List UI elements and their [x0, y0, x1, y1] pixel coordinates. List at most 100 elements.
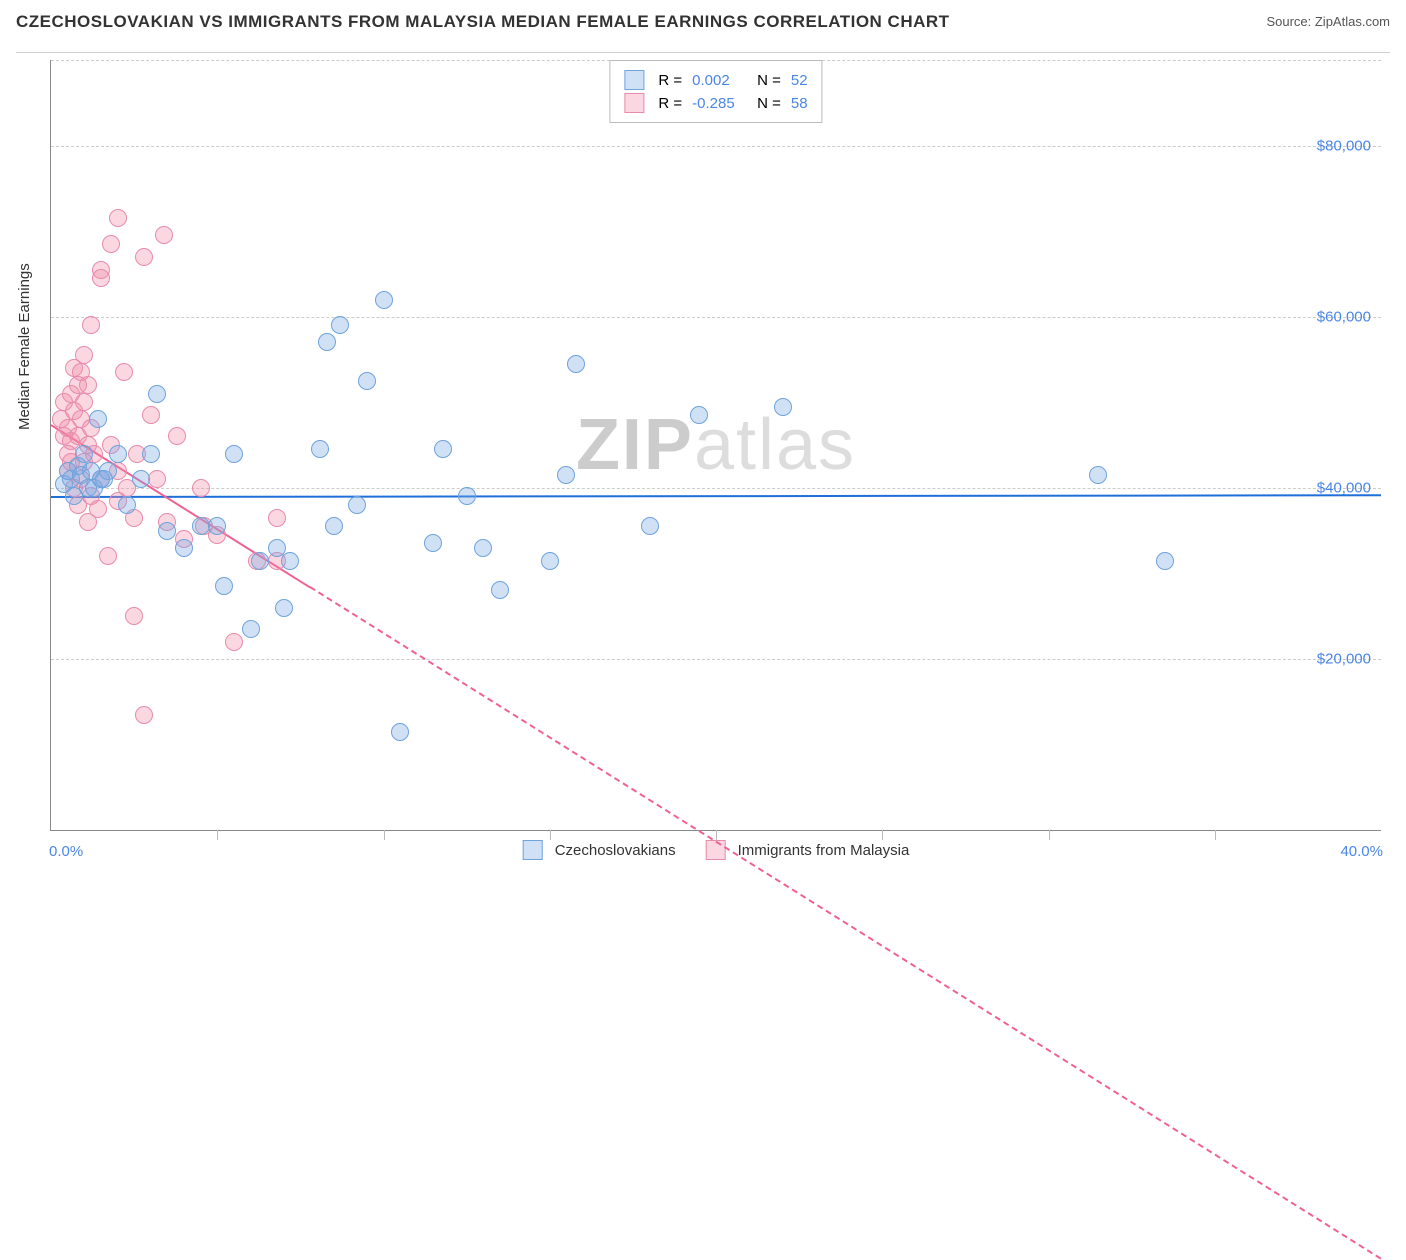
- stats-legend: R = 0.002 N = 52 R = -0.285 N = 58: [609, 60, 822, 123]
- data-point: [208, 517, 226, 535]
- swatch-series-2: [624, 93, 644, 113]
- gridline: [51, 659, 1381, 660]
- data-point: [125, 607, 143, 625]
- data-point: [148, 385, 166, 403]
- watermark: ZIPatlas: [576, 404, 856, 486]
- data-point: [434, 440, 452, 458]
- data-point: [132, 470, 150, 488]
- data-point: [318, 333, 336, 351]
- r-value-2: -0.285: [692, 95, 747, 112]
- data-point: [89, 500, 107, 518]
- data-point: [331, 316, 349, 334]
- data-point: [325, 517, 343, 535]
- plot-area: ZIPatlas R = 0.002 N = 52 R = -0.285 N =…: [50, 60, 1381, 831]
- data-point: [225, 445, 243, 463]
- gridline: [51, 317, 1381, 318]
- data-point: [75, 445, 93, 463]
- r-label-2: R =: [658, 95, 682, 112]
- data-point: [225, 633, 243, 651]
- data-point: [168, 427, 186, 445]
- r-label-1: R =: [658, 72, 682, 89]
- x-tick: [716, 830, 717, 840]
- swatch-series-1: [624, 70, 644, 90]
- n-value-2: 58: [791, 95, 808, 112]
- legend-swatch-1: [523, 840, 543, 860]
- data-point: [275, 599, 293, 617]
- data-point: [311, 440, 329, 458]
- legend-label-1: Czechoslovakians: [555, 842, 676, 859]
- data-point: [148, 470, 166, 488]
- watermark-light: atlas: [694, 405, 856, 485]
- data-point: [358, 372, 376, 390]
- data-point: [424, 534, 442, 552]
- data-point: [242, 620, 260, 638]
- data-point: [89, 410, 107, 428]
- data-point: [118, 496, 136, 514]
- data-point: [541, 552, 559, 570]
- chart-header: CZECHOSLOVAKIAN VS IMMIGRANTS FROM MALAY…: [16, 12, 1390, 53]
- data-point: [135, 248, 153, 266]
- data-point: [641, 517, 659, 535]
- stats-row-1: R = 0.002 N = 52: [624, 70, 807, 90]
- data-point: [491, 581, 509, 599]
- data-point: [102, 235, 120, 253]
- data-point: [92, 269, 110, 287]
- data-point: [474, 539, 492, 557]
- data-point: [158, 522, 176, 540]
- gridline: [51, 146, 1381, 147]
- data-point: [458, 487, 476, 505]
- legend-item-1: Czechoslovakians: [523, 840, 676, 860]
- data-point: [348, 496, 366, 514]
- data-point: [1156, 552, 1174, 570]
- data-point: [75, 346, 93, 364]
- x-axis-min-label: 0.0%: [49, 843, 83, 860]
- data-point: [142, 406, 160, 424]
- data-point: [142, 445, 160, 463]
- data-point: [391, 723, 409, 741]
- data-point: [192, 517, 210, 535]
- data-point: [215, 577, 233, 595]
- trend-line: [51, 495, 1381, 499]
- data-point: [192, 479, 210, 497]
- x-tick: [384, 830, 385, 840]
- data-point: [115, 363, 133, 381]
- y-tick-label: $60,000: [1317, 308, 1371, 325]
- data-point: [135, 706, 153, 724]
- legend-item-2: Immigrants from Malaysia: [706, 840, 910, 860]
- data-point: [175, 539, 193, 557]
- source-label: Source: ZipAtlas.com: [1266, 14, 1390, 29]
- watermark-bold: ZIP: [576, 405, 694, 485]
- y-tick-label: $20,000: [1317, 650, 1371, 667]
- data-point: [82, 316, 100, 334]
- trend-line: [310, 586, 1382, 1259]
- data-point: [567, 355, 585, 373]
- x-axis-max-label: 40.0%: [1340, 843, 1383, 860]
- legend-label-2: Immigrants from Malaysia: [738, 842, 910, 859]
- data-point: [79, 376, 97, 394]
- data-point: [251, 552, 269, 570]
- x-tick: [550, 830, 551, 840]
- r-value-1: 0.002: [692, 72, 747, 89]
- n-label-2: N =: [757, 95, 781, 112]
- data-point: [155, 226, 173, 244]
- y-axis-title: Median Female Earnings: [16, 263, 33, 430]
- data-point: [268, 509, 286, 527]
- x-tick: [217, 830, 218, 840]
- x-tick: [1049, 830, 1050, 840]
- chart-title: CZECHOSLOVAKIAN VS IMMIGRANTS FROM MALAY…: [16, 12, 950, 31]
- data-point: [774, 398, 792, 416]
- data-point: [99, 462, 117, 480]
- data-point: [557, 466, 575, 484]
- data-point: [109, 209, 127, 227]
- data-point: [109, 445, 127, 463]
- x-tick: [1215, 830, 1216, 840]
- data-point: [75, 393, 93, 411]
- x-tick: [882, 830, 883, 840]
- data-point: [281, 552, 299, 570]
- n-value-1: 52: [791, 72, 808, 89]
- stats-row-2: R = -0.285 N = 58: [624, 93, 807, 113]
- y-tick-label: $80,000: [1317, 137, 1371, 154]
- data-point: [1089, 466, 1107, 484]
- data-point: [690, 406, 708, 424]
- n-label-1: N =: [757, 72, 781, 89]
